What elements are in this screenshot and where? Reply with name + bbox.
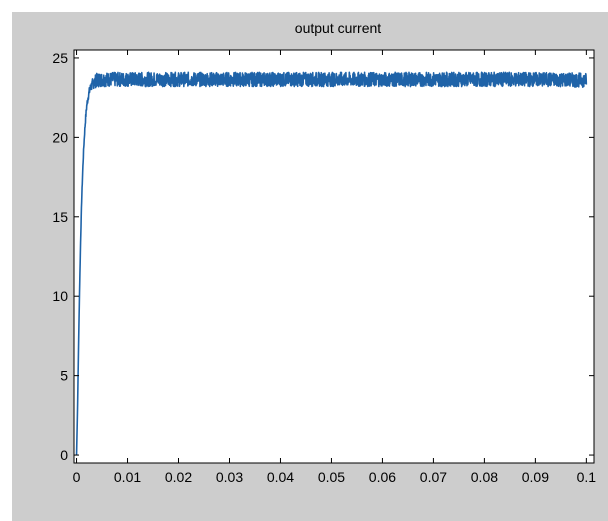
x-tick-label: 0.04 — [267, 469, 294, 485]
y-tick-label: 10 — [52, 288, 68, 304]
x-tick-label: 0.07 — [420, 469, 447, 485]
y-tick-label: 0 — [60, 447, 68, 463]
line-chart: output current 0 0.01 0.02 0.03 0.04 0.05 0.06… — [52, 20, 597, 485]
x-tick-label: 0.09 — [522, 469, 549, 485]
x-tick-label: 0.1 — [577, 469, 597, 485]
x-tick-label: 0.08 — [471, 469, 498, 485]
output-current-series-line — [75, 71, 588, 456]
figure-frame: output current 0 0.01 0.02 0.03 0.04 0.05 0.06… — [12, 12, 608, 521]
y-tick-label: 5 — [60, 368, 68, 384]
x-tick-label: 0 — [73, 469, 81, 485]
y-tick-label: 20 — [52, 129, 68, 145]
x-tick-label: 0.06 — [369, 469, 396, 485]
x-tick-label: 0.05 — [318, 469, 345, 485]
plot-area — [73, 49, 595, 464]
x-tick-label: 0.03 — [216, 469, 243, 485]
y-tick-label: 25 — [52, 50, 68, 66]
chart-title: output current — [295, 20, 381, 36]
x-tick-label: 0.02 — [165, 469, 192, 485]
x-tick-label: 0.01 — [114, 469, 141, 485]
y-tick-label: 15 — [52, 209, 68, 225]
